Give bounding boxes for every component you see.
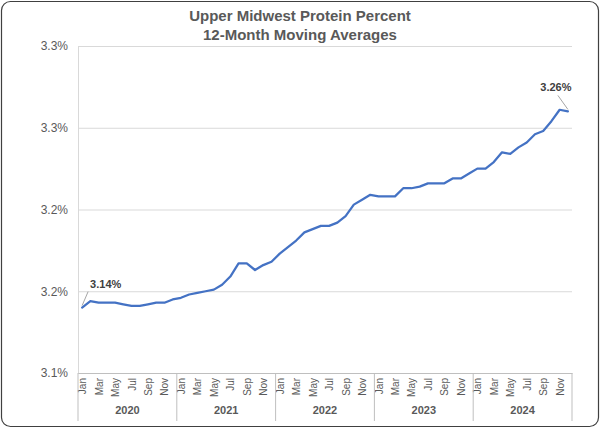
group-separator — [473, 373, 474, 421]
x-tick-label: May — [308, 378, 319, 397]
x-tick-label: May — [406, 378, 417, 397]
x-tick: Sep — [242, 373, 253, 396]
x-tick-label: Jan — [374, 378, 385, 394]
x-tick: May — [209, 373, 220, 397]
x-tick: Jan — [176, 373, 187, 394]
x-tick: Sep — [439, 373, 450, 396]
x-group-label: 2020 — [115, 404, 139, 416]
x-tick-label: Jan — [472, 378, 483, 394]
x-tick: Mar — [291, 373, 302, 395]
x-tick: Nov — [258, 373, 269, 396]
chart-frame — [2, 2, 599, 427]
chart-container: Upper Midwest Protein Percent 12-Month Mo… — [0, 0, 600, 428]
y-tick-label: 3.2% — [41, 285, 69, 299]
group-separator — [572, 373, 573, 421]
x-tick-label: Jul — [423, 378, 434, 391]
x-tick: Nov — [555, 373, 566, 396]
grid-line — [78, 128, 572, 129]
x-tick: Jul — [324, 373, 335, 391]
x-tick-label: Sep — [538, 378, 549, 396]
x-tick: Jan — [472, 373, 483, 394]
x-group-label: 2022 — [313, 404, 337, 416]
x-group-label: 2023 — [412, 404, 436, 416]
x-tick-label: Nov — [555, 378, 566, 396]
x-tick: Jul — [225, 373, 236, 391]
x-tick: Sep — [538, 373, 549, 396]
leader-line — [82, 292, 88, 306]
x-tick-label: Sep — [143, 378, 154, 396]
x-group-label: 2024 — [510, 404, 535, 416]
x-tick-label: Sep — [242, 378, 253, 396]
x-tick-label: Jul — [522, 378, 533, 391]
y-axis: 3.1% 3.2% 3.2% 3.3% 3.3% — [41, 39, 572, 380]
x-tick: Nov — [159, 373, 170, 396]
x-tick-label: Mar — [94, 377, 105, 395]
x-tick-label: Jul — [324, 378, 335, 391]
x-group-label: 2021 — [214, 404, 238, 416]
data-labels: 3.14% 3.26% — [82, 81, 572, 305]
group-separator — [275, 373, 276, 421]
x-tick-label: Jul — [127, 378, 138, 391]
x-tick: Jul — [127, 373, 138, 391]
group-separator — [176, 373, 177, 421]
x-tick: Jan — [77, 373, 88, 394]
x-tick: Mar — [192, 373, 203, 395]
x-tick-label: Nov — [357, 378, 368, 396]
y-tick-label: 3.3% — [41, 121, 69, 135]
x-tick: Mar — [489, 373, 500, 395]
x-axis-line — [79, 373, 573, 374]
x-tick: May — [406, 373, 417, 397]
x-tick-label: May — [505, 378, 516, 397]
x-tick: Jul — [522, 373, 533, 391]
grid-line — [78, 291, 572, 292]
chart-svg: Upper Midwest Protein Percent 12-Month Mo… — [0, 0, 600, 428]
x-tick: Mar — [390, 373, 401, 395]
data-label: 3.26% — [540, 81, 571, 93]
x-tick-label: Mar — [489, 377, 500, 395]
x-tick: May — [505, 373, 516, 397]
x-tick: May — [110, 373, 121, 397]
x-tick: Sep — [143, 373, 154, 396]
x-tick: Jul — [423, 373, 434, 391]
x-tick-label: Mar — [291, 377, 302, 395]
x-tick-label: Mar — [390, 377, 401, 395]
y-tick: 3.3% — [41, 39, 572, 53]
y-tick: 3.2% — [41, 203, 572, 217]
y-tick: 3.3% — [41, 121, 572, 135]
data-label: 3.14% — [90, 278, 121, 290]
x-tick-label: Nov — [456, 378, 467, 396]
chart-title: Upper Midwest Protein Percent — [189, 7, 411, 24]
x-tick-label: Nov — [258, 378, 269, 396]
y-tick-label: 3.2% — [41, 203, 69, 217]
plot-area — [82, 110, 568, 308]
group-separator — [78, 373, 79, 421]
chart-subtitle: 12-Month Moving Averages — [203, 26, 397, 43]
y-tick-label: 3.3% — [41, 39, 69, 53]
x-tick-label: Nov — [159, 378, 170, 396]
x-tick: Sep — [341, 373, 352, 396]
x-tick-label: Jul — [225, 378, 236, 391]
group-separator — [374, 373, 375, 421]
x-tick-label: Sep — [439, 378, 450, 396]
x-tick-label: Sep — [341, 378, 352, 396]
x-axis: Jan Mar May Jul Sep Nov Jan Mar May Jul Sep Nov Jan M… — [77, 373, 572, 397]
grid-line — [78, 46, 572, 47]
grid-line — [78, 373, 572, 374]
x-tick: May — [308, 373, 319, 397]
leader-line — [558, 95, 568, 109]
x-tick-label: May — [209, 378, 220, 397]
x-tick-label: Jan — [275, 378, 286, 394]
grid-line — [78, 210, 572, 211]
x-tick: Nov — [357, 373, 368, 396]
x-tick: Jan — [275, 373, 286, 394]
x-tick: Nov — [456, 373, 467, 396]
y-tick-label: 3.1% — [41, 366, 69, 380]
x-tick-label: Mar — [192, 377, 203, 395]
x-tick-label: Jan — [77, 378, 88, 394]
x-tick: Mar — [94, 373, 105, 395]
data-line — [82, 110, 568, 308]
x-tick-label: May — [110, 378, 121, 397]
x-tick: Jan — [374, 373, 385, 394]
x-tick-label: Jan — [176, 378, 187, 394]
